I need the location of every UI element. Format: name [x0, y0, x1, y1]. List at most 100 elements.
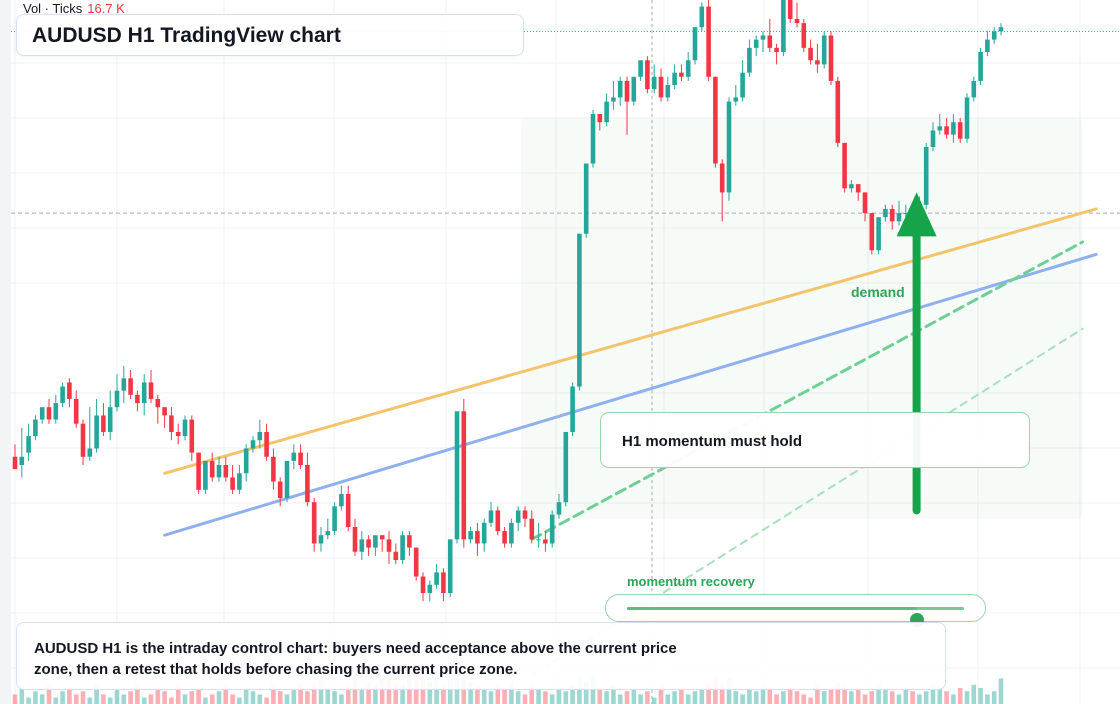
candle: [325, 531, 331, 536]
candle: [706, 6, 711, 77]
candle: [284, 460, 290, 499]
volume-legend: Vol · Ticks 16.7 K: [23, 1, 125, 16]
volume-bar: [46, 684, 52, 704]
volume-bar: [692, 691, 698, 704]
candle: [339, 493, 344, 507]
volume-bar: [556, 688, 562, 704]
volume-bar: [699, 688, 705, 704]
candle: [298, 452, 303, 466]
volume-bar: [679, 688, 684, 704]
candle: [781, 0, 786, 53]
candle: [760, 35, 766, 40]
momentum-slider[interactable]: [605, 594, 986, 627]
candle: [264, 431, 269, 457]
volume-bar: [685, 694, 691, 704]
candle: [903, 213, 909, 215]
candle: [556, 502, 562, 515]
signal-arrow-head: [896, 192, 937, 237]
candle: [39, 407, 45, 420]
candle: [148, 382, 154, 399]
volume-bar: [339, 694, 344, 704]
candle: [645, 60, 650, 90]
candle: [175, 431, 181, 437]
candle: [876, 217, 881, 251]
volume-bar: [740, 694, 745, 704]
candle: [991, 31, 997, 40]
candle: [985, 39, 990, 53]
candle: [413, 547, 419, 577]
candle: [998, 27, 1004, 32]
candle: [685, 60, 691, 77]
candle: [393, 551, 399, 560]
volume-bar: [801, 694, 807, 704]
volume-bar: [760, 684, 766, 704]
volume-bar: [373, 684, 378, 704]
candle: [407, 535, 412, 548]
volume-bar: [189, 691, 195, 704]
volume-bar: [243, 688, 249, 704]
volume-bar: [611, 684, 616, 704]
volume-bar: [876, 684, 881, 704]
candle: [597, 113, 603, 123]
volume-bar: [305, 691, 310, 704]
candle: [651, 76, 657, 90]
candle: [373, 535, 378, 548]
momentum-slider-track[interactable]: [627, 607, 964, 627]
candle: [481, 522, 487, 544]
volume-bar: [957, 688, 963, 704]
candle: [549, 514, 555, 544]
candle: [488, 510, 494, 523]
candle: [461, 411, 467, 540]
candle: [794, 18, 800, 24]
volume-bar: [638, 694, 643, 704]
volume-bar: [488, 691, 494, 704]
volume-bar: [658, 684, 664, 704]
volume-bar: [672, 691, 677, 704]
candle: [209, 460, 215, 478]
candle: [821, 35, 827, 65]
candle: [128, 378, 133, 395]
candle: [427, 584, 433, 594]
candle: [12, 456, 18, 470]
volume-bar: [951, 694, 956, 704]
candle: [386, 539, 392, 552]
candle: [291, 452, 297, 461]
candle: [855, 184, 861, 193]
candle: [869, 213, 875, 251]
volume-bar: [821, 691, 827, 704]
chart-left-border: [0, 0, 11, 704]
volume-bar: [461, 678, 467, 704]
volume-bar: [441, 684, 446, 704]
candle: [747, 47, 752, 73]
candle: [420, 576, 426, 594]
candle: [101, 415, 106, 432]
candle: [590, 113, 596, 164]
candle: [849, 184, 854, 189]
candle: [808, 47, 813, 61]
volume-bar: [937, 688, 943, 704]
volume-bar: [835, 681, 841, 704]
candle: [713, 76, 718, 164]
volume-bar: [964, 691, 970, 704]
volume-bar: [794, 691, 800, 704]
volume-bar: [719, 684, 725, 704]
volume-bar: [570, 684, 575, 704]
volume-bar: [107, 697, 113, 704]
volume-bar: [203, 697, 208, 704]
candle: [631, 76, 637, 102]
candle: [46, 407, 52, 420]
candle: [923, 147, 929, 205]
candle: [107, 407, 113, 432]
volume-bar: [80, 691, 86, 704]
volume-bar: [563, 691, 569, 704]
candle: [733, 97, 739, 102]
volume-bar: [733, 691, 739, 704]
volume-bar: [169, 697, 174, 704]
candle: [522, 510, 528, 519]
candle: [951, 122, 956, 135]
trend-line-blue: [163, 252, 1098, 537]
candle: [896, 213, 902, 222]
volume-bar: [209, 694, 215, 704]
volume-bar: [135, 684, 140, 704]
candle: [515, 510, 521, 523]
